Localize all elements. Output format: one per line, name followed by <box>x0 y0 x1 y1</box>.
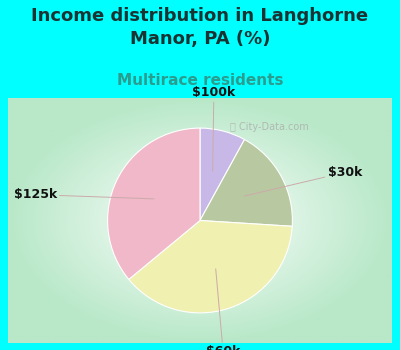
Text: ⓘ City-Data.com: ⓘ City-Data.com <box>230 122 308 132</box>
Text: $125k: $125k <box>14 188 154 201</box>
Text: $30k: $30k <box>244 166 362 196</box>
Wedge shape <box>108 128 200 279</box>
Wedge shape <box>200 128 244 220</box>
Text: $100k: $100k <box>192 86 236 171</box>
Wedge shape <box>200 140 292 226</box>
Text: Income distribution in Langhorne
Manor, PA (%): Income distribution in Langhorne Manor, … <box>32 7 368 48</box>
Text: $60k: $60k <box>206 269 240 350</box>
Wedge shape <box>129 220 292 313</box>
Text: Multirace residents: Multirace residents <box>117 73 283 88</box>
